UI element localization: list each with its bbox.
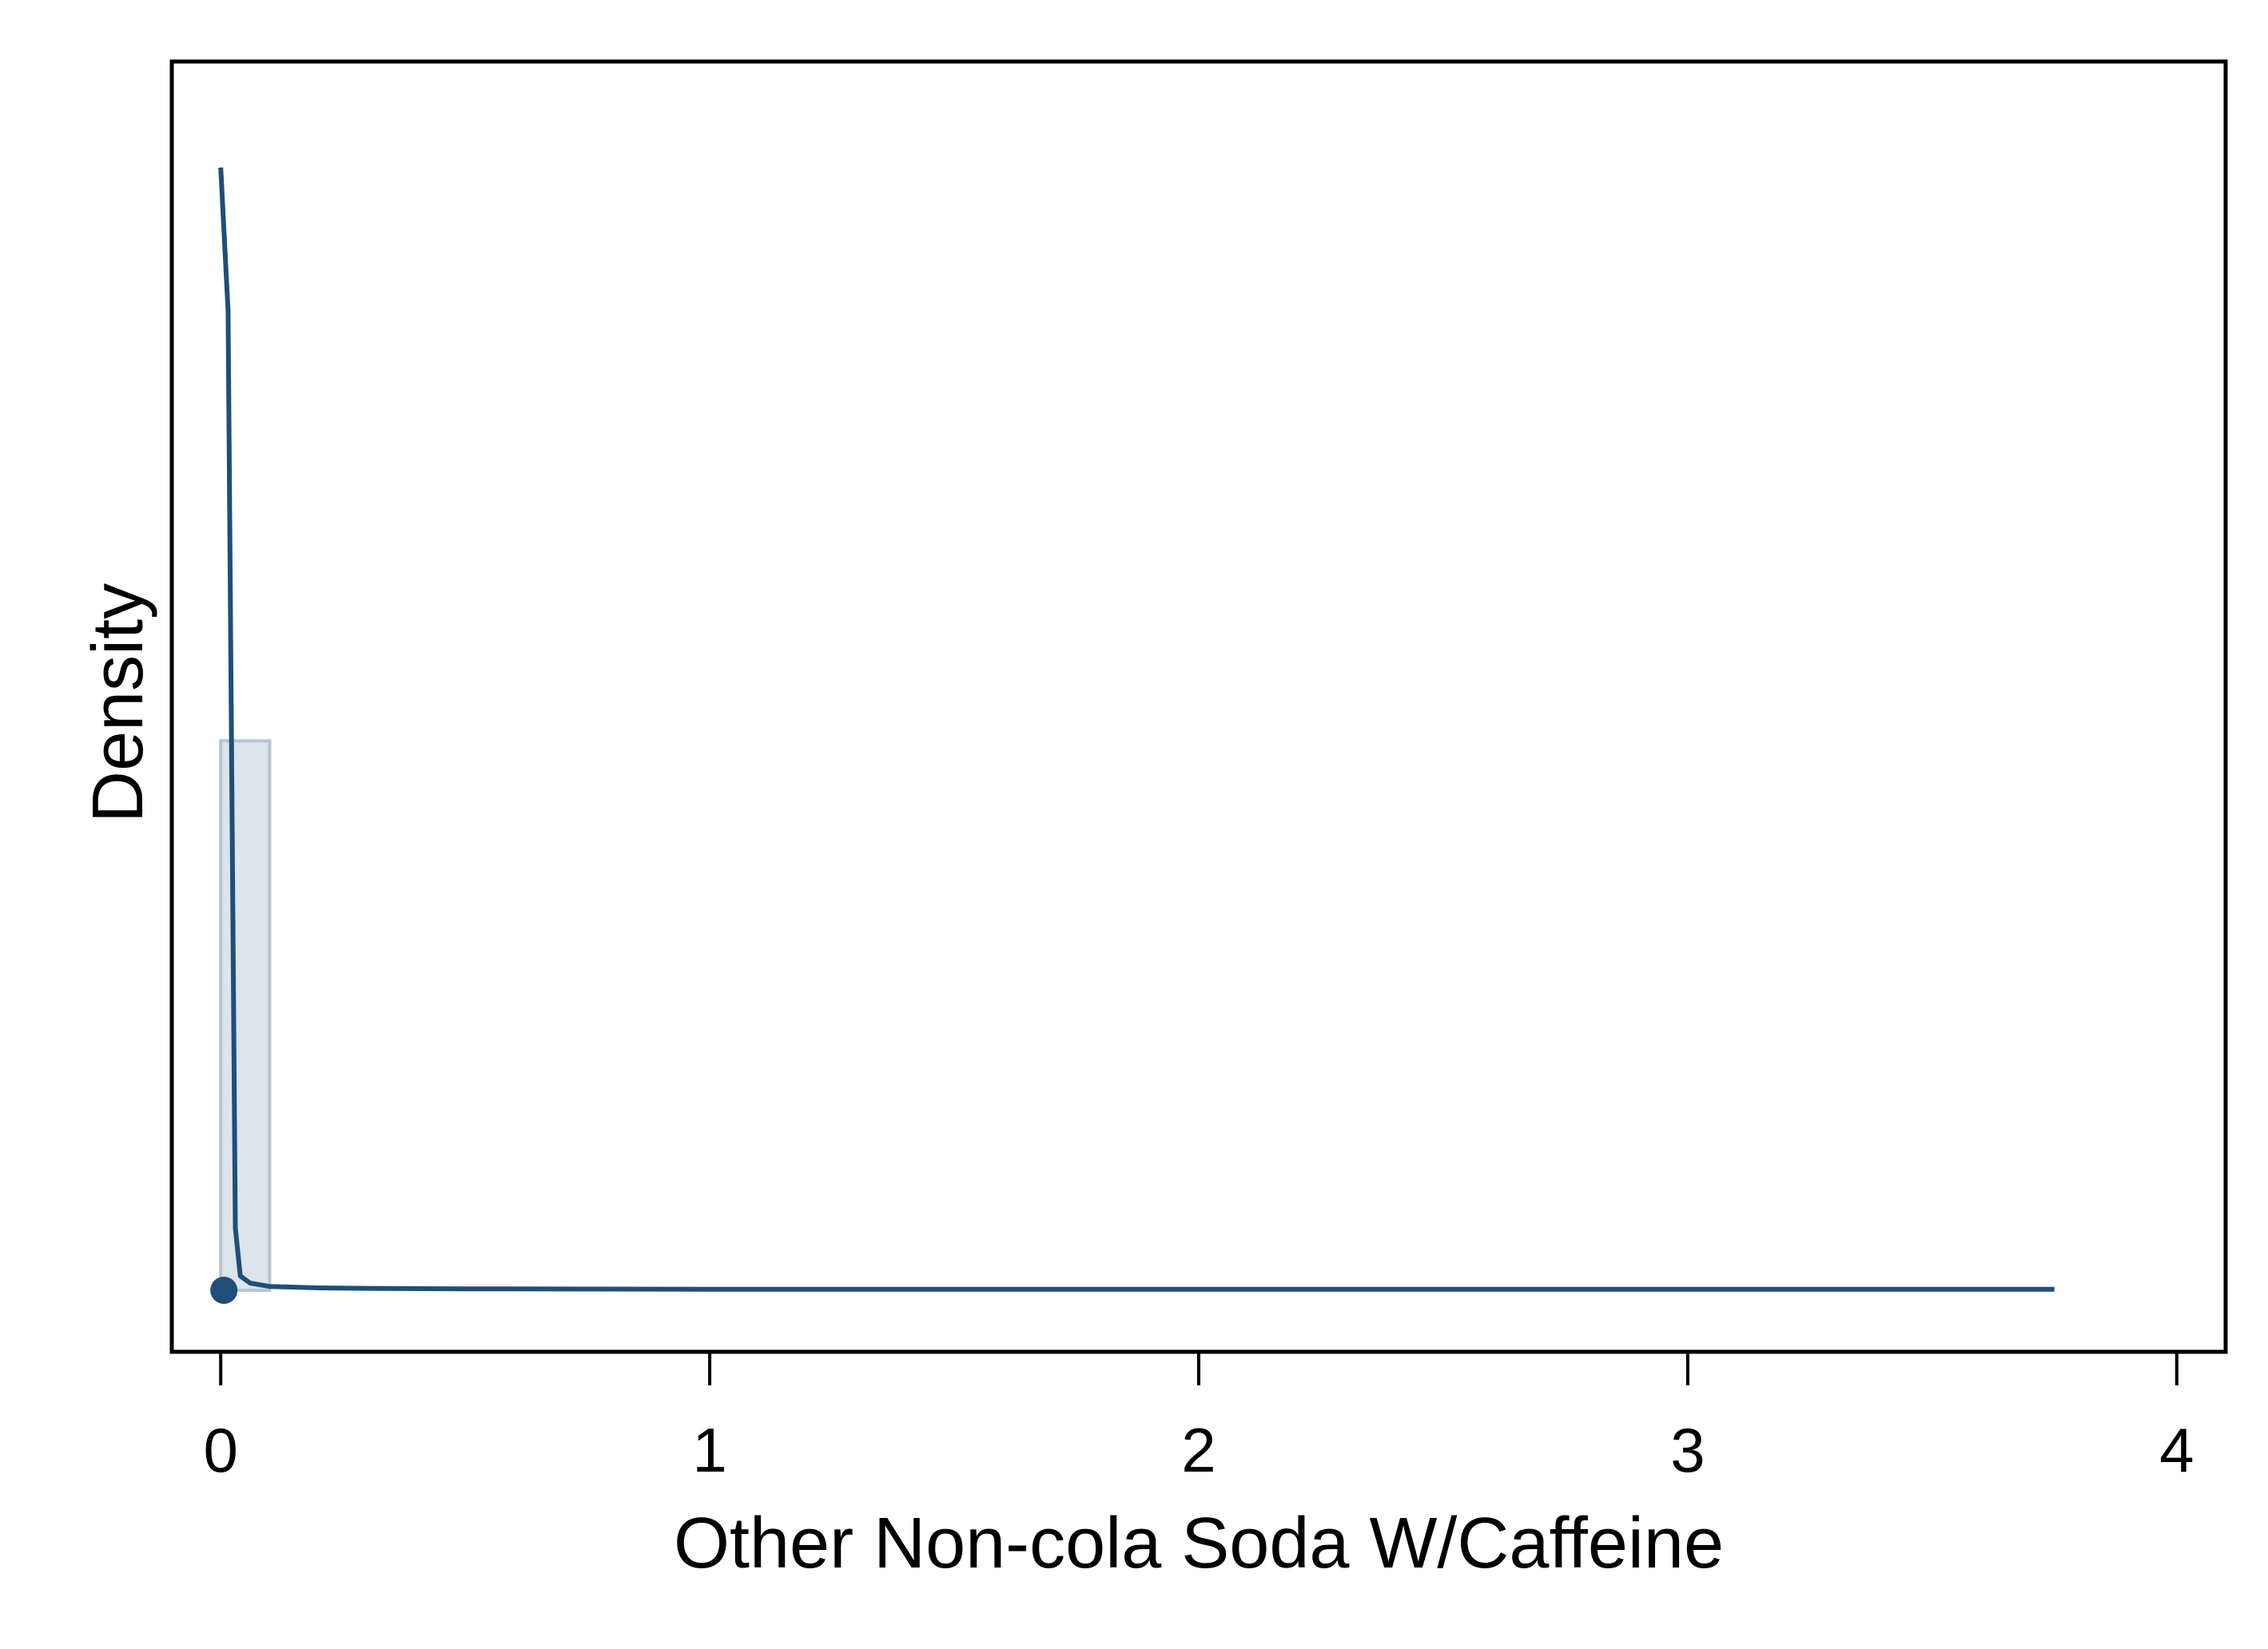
x-axis: 0 1 2 3 4 <box>203 1352 2194 1485</box>
data-point-0 <box>210 1277 238 1304</box>
x-tick-label-1: 1 <box>692 1415 726 1485</box>
plot-area <box>209 167 2055 1304</box>
y-axis-title: Density <box>78 583 158 823</box>
x-tick-label-3: 3 <box>1670 1415 1705 1485</box>
density-curve-line <box>218 167 2055 1292</box>
x-tick-label-0: 0 <box>203 1415 237 1485</box>
plot-frame <box>169 59 2228 1354</box>
x-tick-label-2: 2 <box>1181 1415 1216 1485</box>
histogram-bar-0 <box>219 739 272 1292</box>
x-axis-title: Other Non-cola Soda W/Caffeine <box>674 1504 1724 1583</box>
x-tick-label-4: 4 <box>2159 1415 2194 1485</box>
